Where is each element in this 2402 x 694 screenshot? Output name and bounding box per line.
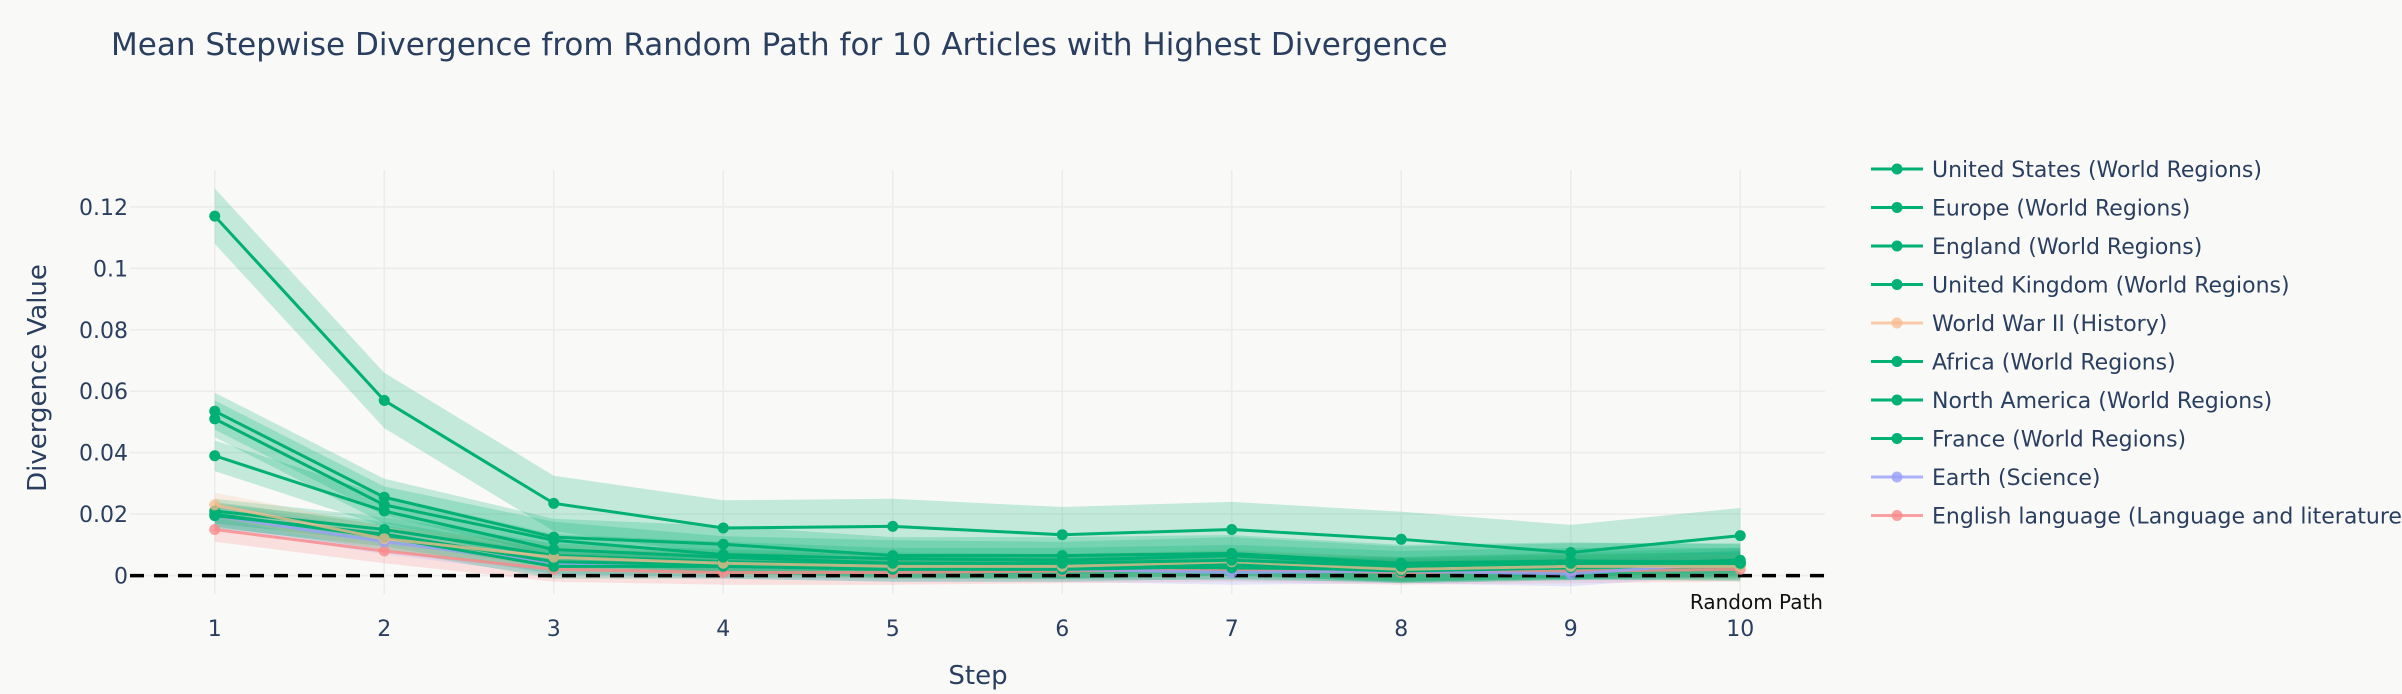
x-tick-label: 10 [1726,617,1754,642]
legend-swatch-marker [1891,510,1903,521]
x-tick-label: 2 [377,617,391,642]
data-point [209,413,221,425]
series-line [214,409,1741,565]
data-point [1056,550,1068,562]
data-point [548,551,560,563]
series-lines [213,215,1741,576]
x-tick-label: 5 [886,617,900,642]
data-point [887,550,899,562]
data-point [717,549,729,561]
chart-title: Mean Stepwise Divergence from Random Pat… [111,27,1448,63]
data-point [1565,547,1577,559]
y-tick-label: 0.04 [79,442,128,467]
legend-label: North America (World Regions) [1932,389,2272,414]
legend-label: United Kingdom (World Regions) [1932,274,2290,299]
legend-item[interactable]: World War II (History) [1871,312,2167,337]
legend-swatch-marker [1891,471,1903,483]
y-tick-label: 0.08 [79,319,128,344]
data-point [548,543,560,555]
legend-swatch-marker [1891,163,1903,175]
data-point [1734,557,1746,569]
series-line [213,215,1741,555]
data-point [209,450,221,462]
x-axis-title: Step [948,661,1007,691]
data-point [209,499,221,511]
legend-item[interactable]: United States (World Regions) [1871,158,2262,183]
data-point [548,497,560,509]
series-line [214,454,1741,568]
data-point [1395,557,1407,569]
data-point [209,210,221,222]
legend-swatch-marker [1891,240,1903,252]
y-axis-title: Divergence Value [23,264,53,492]
data-point [1565,555,1577,567]
legend-label: Africa (World Regions) [1932,351,2176,376]
confidence-band [214,188,1741,581]
legend-item[interactable]: North America (World Regions) [1871,389,2272,414]
data-point [378,499,390,511]
data-point [209,523,221,535]
data-point [1226,523,1238,535]
x-tick-label: 6 [1055,617,1069,642]
legend-item[interactable]: France (World Regions) [1871,428,2186,453]
x-tick-label: 1 [208,617,222,642]
data-point [887,520,899,532]
y-tick-label: 0.12 [79,196,128,221]
data-point [378,491,390,503]
series-line [214,512,1741,573]
legend-swatch-marker [1891,317,1903,329]
confidence-band [214,392,1741,582]
legend-swatch-marker [1891,356,1903,367]
legend-swatch-marker [1891,394,1903,406]
legend-label: England (World Regions) [1932,235,2202,260]
y-tick-label: 0 [114,565,128,590]
data-point [209,405,221,417]
x-tick-label: 7 [1225,617,1239,642]
legend-item[interactable]: Europe (World Regions) [1871,197,2190,222]
legend-item[interactable]: Earth (Science) [1871,466,2100,491]
legend[interactable]: United States (World Regions) Europe (Wor… [1871,158,2402,530]
legend-label: Earth (Science) [1932,466,2100,491]
data-point [378,394,390,406]
x-tick-label: 8 [1394,617,1408,642]
x-tick-label: 3 [547,617,561,642]
series-points [209,210,1746,580]
y-axis-ticks: 0 0.02 0.04 0.06 0.08 0.1 0.12 [79,196,128,590]
legend-label: World War II (History) [1932,312,2167,337]
data-point [548,531,560,543]
legend-label: Europe (World Regions) [1932,197,2190,222]
legend-item[interactable]: English language (Language and literatur… [1871,505,2402,530]
data-point [1395,533,1407,545]
data-point [378,533,390,545]
legend-label: United States (World Regions) [1932,158,2262,183]
legend-swatch-marker [1891,279,1903,290]
x-axis-ticks: 1 2 3 4 5 6 7 8 9 10 [208,617,1755,642]
random-path-label: Random Path [1690,590,1823,614]
legend-label: English language (Language and literatur… [1932,505,2402,530]
legend-swatch-marker [1891,202,1903,213]
y-tick-label: 0.02 [79,503,128,528]
data-point [1734,530,1746,542]
series-line [214,503,1741,571]
data-point [378,545,390,557]
y-tick-label: 0.1 [93,257,128,282]
x-tick-label: 9 [1564,617,1578,642]
legend-item[interactable]: England (World Regions) [1871,235,2202,260]
data-point [378,523,390,535]
data-point [1056,529,1068,541]
data-point [717,538,729,550]
data-point [717,522,729,534]
legend-item[interactable]: Africa (World Regions) [1871,351,2176,376]
legend-item[interactable]: United Kingdom (World Regions) [1871,274,2290,299]
x-tick-label: 4 [716,617,730,642]
data-point [1226,547,1238,559]
y-tick-label: 0.06 [79,380,128,405]
confidence-band [214,440,1741,582]
legend-swatch-marker [1891,433,1903,444]
legend-label: France (World Regions) [1932,428,2186,453]
